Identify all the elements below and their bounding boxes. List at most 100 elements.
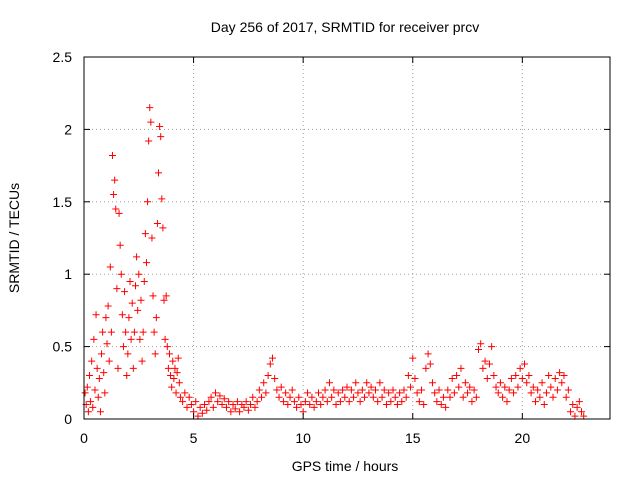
- data-point: [158, 195, 166, 203]
- data-point: [95, 374, 103, 382]
- data-point: [117, 270, 125, 278]
- data-point: [174, 354, 182, 362]
- data-point: [165, 350, 173, 358]
- x-tick-label: 10: [295, 430, 311, 446]
- data-point: [284, 401, 292, 409]
- data-point: [369, 393, 377, 401]
- data-point: [385, 389, 393, 397]
- data-point: [527, 389, 535, 397]
- data-point: [122, 328, 130, 336]
- data-point: [564, 386, 572, 394]
- data-point: [138, 357, 146, 365]
- grid-lines: [84, 57, 610, 419]
- data-point: [376, 379, 384, 387]
- data-point: [209, 403, 217, 411]
- data-point: [84, 408, 92, 416]
- data-point: [415, 398, 423, 406]
- data-point: [339, 386, 347, 394]
- data-point: [363, 379, 371, 387]
- data-point: [233, 398, 241, 406]
- data-point: [422, 364, 430, 372]
- data-point: [205, 398, 213, 406]
- y-tick-labels: 0 0.5 1 1.5 2 2.5: [53, 49, 73, 427]
- data-point: [251, 403, 259, 411]
- data-point: [538, 379, 546, 387]
- data-point: [102, 314, 110, 322]
- data-point: [297, 401, 305, 409]
- data-point: [244, 406, 252, 414]
- data-point: [113, 285, 121, 293]
- data-point: [87, 398, 95, 406]
- data-point: [153, 220, 161, 228]
- data-point: [231, 405, 239, 413]
- data-point: [575, 398, 583, 406]
- data-point: [127, 335, 135, 343]
- data-point: [479, 364, 487, 372]
- data-point: [556, 369, 564, 377]
- data-point: [229, 401, 237, 409]
- data-point: [505, 386, 513, 394]
- data-point: [142, 259, 150, 267]
- data-point: [258, 393, 266, 401]
- data-point: [106, 263, 114, 271]
- data-point: [455, 383, 463, 391]
- data-point: [387, 398, 395, 406]
- data-point: [380, 386, 388, 394]
- data-point: [573, 403, 581, 411]
- plot-frame: [83, 56, 611, 420]
- data-point: [192, 398, 200, 406]
- data-point: [149, 292, 157, 300]
- data-point: [409, 354, 417, 362]
- data-point: [393, 401, 401, 409]
- data-point: [198, 409, 206, 417]
- data-point: [446, 393, 454, 401]
- data-point: [88, 357, 96, 365]
- data-point: [457, 364, 465, 372]
- data-point: [301, 398, 309, 406]
- data-point: [371, 386, 379, 394]
- data-point: [134, 306, 142, 314]
- data-point: [350, 393, 358, 401]
- data-point: [560, 372, 568, 380]
- data-point: [161, 335, 169, 343]
- data-point: [391, 393, 399, 401]
- data-point: [567, 408, 575, 416]
- data-point: [90, 335, 98, 343]
- data-point: [201, 401, 209, 409]
- data-point: [439, 393, 447, 401]
- data-point: [187, 401, 195, 409]
- data-point: [374, 398, 382, 406]
- data-point: [130, 328, 138, 336]
- data-point: [253, 398, 261, 406]
- data-point: [282, 389, 290, 397]
- data-point: [240, 403, 248, 411]
- data-point: [490, 372, 498, 380]
- data-point: [437, 401, 445, 409]
- data-point: [470, 386, 478, 394]
- data-point: [175, 379, 183, 387]
- data-point: [163, 343, 171, 351]
- data-point: [400, 386, 408, 394]
- data-point: [277, 383, 285, 391]
- data-point: [93, 364, 101, 372]
- data-point: [542, 389, 550, 397]
- data-point: [512, 372, 520, 380]
- data-point: [157, 133, 165, 141]
- data-point: [341, 393, 349, 401]
- data-point: [523, 379, 531, 387]
- data-point: [418, 386, 426, 394]
- data-point: [321, 386, 329, 394]
- data-point: [136, 335, 144, 343]
- data-point: [540, 401, 548, 409]
- data-point: [159, 224, 167, 232]
- data-point: [501, 383, 509, 391]
- data-point: [124, 350, 132, 358]
- data-point: [125, 314, 133, 322]
- data-point: [183, 403, 191, 411]
- data-point: [352, 379, 360, 387]
- data-point: [367, 383, 375, 391]
- data-point: [365, 389, 373, 397]
- axis-ticks: [83, 56, 610, 420]
- data-point: [150, 328, 158, 336]
